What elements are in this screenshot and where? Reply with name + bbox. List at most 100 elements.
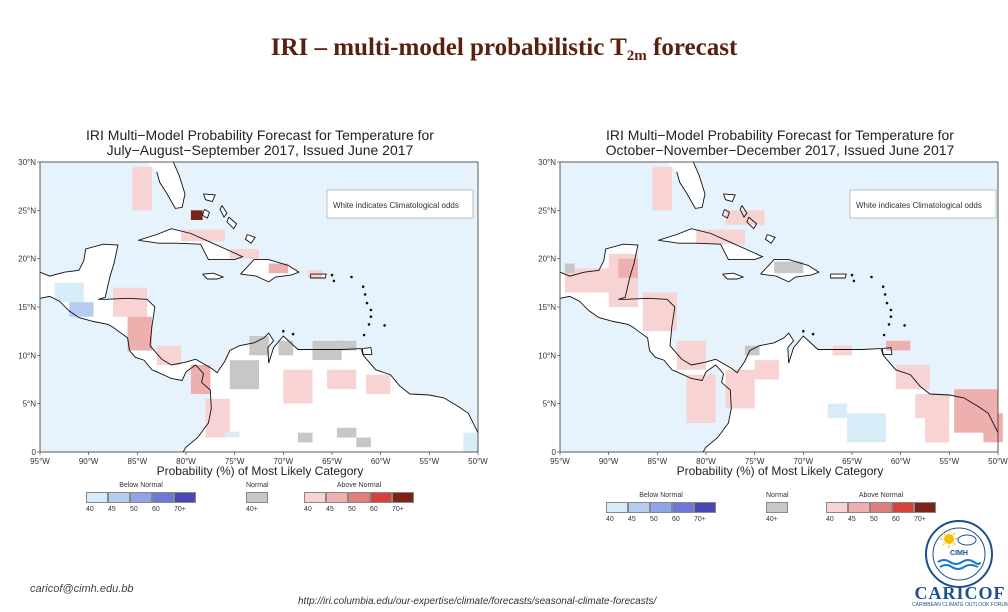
forecast-cell-above xyxy=(190,365,211,394)
legend-swatch xyxy=(174,492,196,503)
legend-swatch xyxy=(246,492,268,503)
coastline-bahamas3 xyxy=(739,205,748,218)
legend-swatch xyxy=(392,492,414,503)
coastline-hispaniola xyxy=(760,259,820,283)
forecast-cell-above xyxy=(652,166,672,211)
legend-tick-label: 45 xyxy=(848,516,856,523)
legend-normal: Normal 40+ xyxy=(766,492,789,523)
map-plot: White indicates Climatological odds 95°W 9… xyxy=(18,158,488,466)
probability-legend: Below Normal 40 45 50 60 70+ Normal 40+ Above No… xyxy=(0,482,470,542)
legend-tick-label: 45 xyxy=(326,506,334,513)
island-dot xyxy=(883,293,887,296)
island-dot xyxy=(882,333,886,337)
coastline-florida xyxy=(676,161,706,209)
legend-tick-label: 50 xyxy=(870,516,878,523)
island-dot xyxy=(852,279,856,283)
legend-below: Below Normal 40 45 50 60 70+ xyxy=(606,492,716,523)
coastline-florida xyxy=(156,161,186,209)
legend-heading: Normal xyxy=(246,482,269,489)
y-tick-label: 10°N xyxy=(18,351,36,360)
forecast-cell-normal xyxy=(356,437,371,448)
legend-tick-label: 70+ xyxy=(174,506,186,513)
legend-swatch xyxy=(892,502,914,513)
note-box xyxy=(326,189,474,219)
coastline-puertorico xyxy=(830,273,847,279)
land-cuba xyxy=(658,228,763,260)
forecast-cell-above xyxy=(832,345,852,356)
forecast-cell-above xyxy=(725,369,755,409)
island-dot xyxy=(870,275,873,279)
island-dot xyxy=(361,285,365,288)
legend-tick-label: 50 xyxy=(348,506,356,513)
forecast-cell-normal xyxy=(564,263,575,274)
x-tick-label: 85°W xyxy=(648,457,668,466)
forecast-cell-below xyxy=(463,432,478,452)
forecast-cell-above xyxy=(925,418,950,443)
forecast-cell-normal xyxy=(297,432,313,443)
legend-tick-label: 40 xyxy=(304,506,312,513)
legend-tick-label: 40 xyxy=(606,516,614,523)
y-tick-label: 15°N xyxy=(538,303,556,312)
forecast-cell-above xyxy=(181,229,225,242)
climatological-odds-note: White indicates Climatological odds xyxy=(326,189,474,219)
legend-tick-label: 40+ xyxy=(766,516,778,523)
x-tick-label: 55°W xyxy=(420,457,440,466)
forecast-cell-normal xyxy=(249,336,269,356)
legend-tick-label: 45 xyxy=(108,506,116,513)
island-dot xyxy=(887,323,891,326)
x-tick-label: 95°W xyxy=(30,457,50,466)
legend-swatch xyxy=(826,502,848,513)
y-tick-label: 20°N xyxy=(18,255,36,264)
coastline-trinidad xyxy=(361,347,373,355)
island-dot xyxy=(282,329,285,333)
legend-tick-label: 40 xyxy=(826,516,834,523)
forecast-cell-below xyxy=(69,302,94,317)
island-dot xyxy=(802,329,805,333)
x-tick-label: 80°W xyxy=(696,457,716,466)
island-dot xyxy=(363,293,367,296)
forecast-cells xyxy=(54,166,478,452)
island-dot xyxy=(369,308,373,312)
legend-heading: Above Normal xyxy=(858,492,904,499)
legend-swatch xyxy=(628,502,650,513)
legend-swatch xyxy=(86,492,108,503)
forecast-cell-above xyxy=(754,360,779,380)
forecast-cell-above xyxy=(229,249,259,259)
map-plot: White indicates Climatological odds 95°W 9… xyxy=(538,158,1008,466)
legend-heading: Normal xyxy=(766,492,789,499)
legend-swatch xyxy=(326,492,348,503)
forecast-cell-normal xyxy=(336,427,357,438)
forecast-cell-below xyxy=(224,431,240,438)
island-dot xyxy=(332,279,336,283)
coastline-jamaica xyxy=(202,272,225,280)
island-dot xyxy=(350,275,353,279)
legend-tick-label: 45 xyxy=(628,516,636,523)
island-dot xyxy=(889,308,893,312)
island-dot xyxy=(367,323,371,326)
forecast-cell-below xyxy=(827,403,848,419)
note-box xyxy=(849,189,997,219)
legend-swatch xyxy=(672,502,694,513)
forecast-cell-below xyxy=(847,413,886,443)
y-tick-label: 30°N xyxy=(18,158,36,167)
legend-tick-label: 60 xyxy=(152,506,160,513)
legend-swatch xyxy=(870,502,892,513)
forecast-cell-above xyxy=(283,369,313,404)
forecast-map-jas: IRI Multi−Model Probability Forecast for… xyxy=(0,120,488,530)
coastline-bahamas1 xyxy=(723,193,736,203)
land-florida xyxy=(147,162,185,209)
coastline-cuba xyxy=(658,228,764,261)
y-tick-label: 5°N xyxy=(543,400,557,409)
land-jamaica xyxy=(722,273,743,279)
x-tick-label: 60°W xyxy=(891,457,911,466)
legend-tick-label: 70+ xyxy=(914,516,926,523)
forecast-cell-normal xyxy=(744,345,760,356)
source-url[interactable]: http://iri.columbia.edu/our-expertise/cl… xyxy=(298,596,657,607)
legend-swatch xyxy=(694,502,716,513)
x-tick-label: 80°W xyxy=(176,457,196,466)
note-text: White indicates Climatological odds xyxy=(856,201,982,210)
land-bahamas3 xyxy=(220,205,227,218)
forecast-cell-above xyxy=(268,263,289,274)
x-tick-label: 65°W xyxy=(842,457,862,466)
legend-swatch xyxy=(152,492,174,503)
